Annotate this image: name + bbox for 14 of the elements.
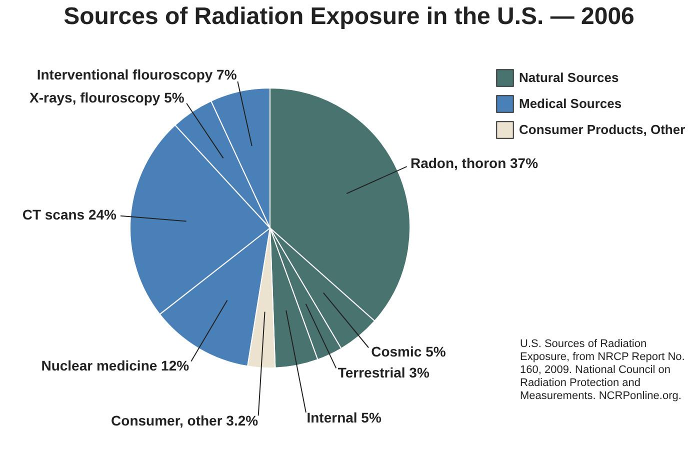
slice-label: Terrestrial 3% xyxy=(338,364,430,381)
slice-label: Radon, thoron 37% xyxy=(410,155,539,172)
slice-label: Internal 5% xyxy=(306,409,382,426)
slice-label: Nuclear medicine 12% xyxy=(41,358,190,374)
chart-title: Sources of Radiation Exposure in the U.S. — 2006 xyxy=(64,3,634,30)
slice-label: Cosmic 5% xyxy=(371,343,446,360)
text: U.S. Sources of Radiation Exposure, from NRCP Report No. 160, 2009. National Council on Radiation Protection and Measurements. NCRPonline.org. xyxy=(520,338,685,402)
category-label: Medical Sources xyxy=(519,96,622,111)
slice-label: CT scans 24% xyxy=(22,206,118,222)
slice-label: X-rays, flouroscopy 5% xyxy=(30,89,185,106)
category-label: Natural Sources xyxy=(519,70,619,85)
slice-label: Consumer, other 3.2% xyxy=(111,412,259,429)
slice-label: Interventional flouroscopy 7% xyxy=(36,66,238,83)
category-label: Consumer Products, Other xyxy=(519,122,686,137)
